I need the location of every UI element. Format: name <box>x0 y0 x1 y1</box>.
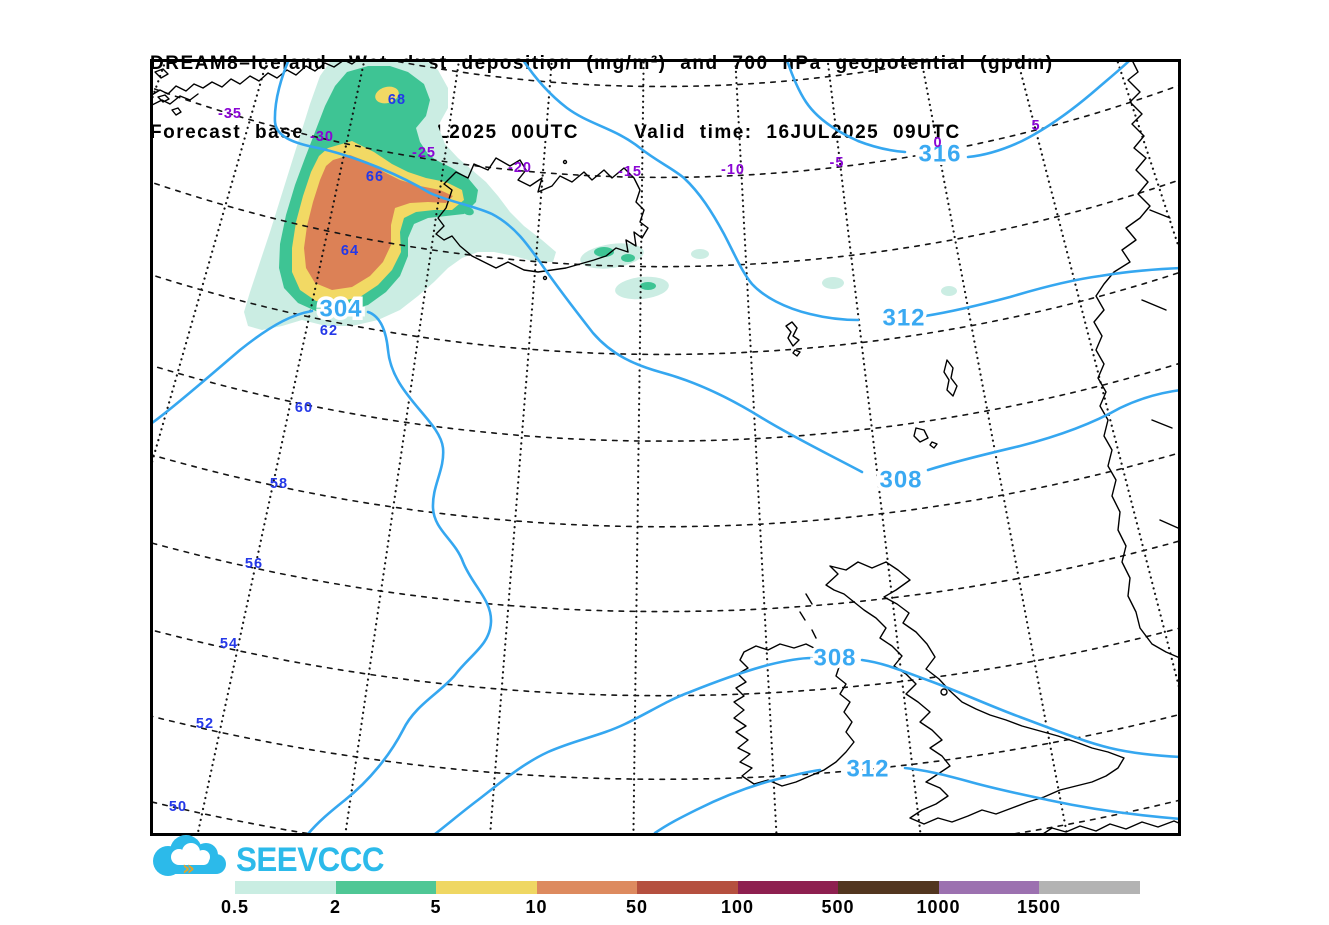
graticule-line <box>150 178 1181 268</box>
map-label: 312 <box>846 755 889 782</box>
greenland-coast-inner <box>150 93 199 107</box>
colorbar-segment <box>235 881 336 894</box>
colorbar-value: 100 <box>720 897 755 917</box>
graticule-line <box>826 59 922 836</box>
latitude-labels: 68 66 64 62 60 58 56 54 52 50 <box>169 92 406 815</box>
colorbar-segment <box>335 881 436 894</box>
map-label: -10 <box>721 162 745 178</box>
contour-value-labels: 304 312 316 308 308 312 <box>316 137 964 786</box>
graticule-line <box>920 59 1069 836</box>
colorbar-value: 10 <box>525 897 548 917</box>
graticule-line <box>150 626 1181 697</box>
map-label: 50 <box>169 799 187 815</box>
colorbar-segment <box>637 881 738 894</box>
map-frame <box>150 59 1181 836</box>
great-britain-coast <box>825 561 1125 825</box>
map-label: -30 <box>310 129 334 145</box>
contour-316 <box>785 59 1132 159</box>
longitude-labels: -35 -30 -25 -20 -15 -10 -5 0 5 <box>218 106 1040 180</box>
map-label: -5 <box>830 155 845 171</box>
shetland-islands <box>943 359 958 397</box>
colorbar-value: 1500 <box>1016 897 1062 917</box>
map-label: -25 <box>412 145 436 161</box>
colorbar-value: 50 <box>625 897 649 917</box>
geopotential-contours <box>150 59 1181 836</box>
contour-308-lower <box>433 656 1181 836</box>
ireland-coast <box>733 643 855 787</box>
graticule-line <box>150 83 1181 179</box>
colorbar-segment <box>536 881 637 894</box>
map-label: 54 <box>220 636 238 652</box>
colorbar-segment <box>938 881 1039 894</box>
forecast-map: 304 312 316 308 308 312 -35 -30 -25 -20 -15 -10 -5 0… <box>150 59 1181 836</box>
graticule-line <box>150 539 1181 613</box>
greenland-coast <box>150 59 360 97</box>
colorbar-segment <box>436 881 537 894</box>
map-label: 304 <box>319 295 362 322</box>
map-label: 66 <box>366 169 384 185</box>
island-dot <box>542 275 548 281</box>
colorbar-value: 0.5 <box>220 897 250 917</box>
colorbar-segment <box>737 881 838 894</box>
graticule-line <box>150 713 1181 781</box>
logo-text: SEEVCCC <box>236 841 385 879</box>
map-label: 68 <box>388 92 406 108</box>
orkney-islands <box>913 427 938 449</box>
map-canvas: 304 312 316 308 308 312 -35 -30 -25 -20 -15 -10 -5 0… <box>150 59 1181 836</box>
hebrides <box>799 593 817 639</box>
map-label: 52 <box>196 716 214 732</box>
colorbar-segment <box>1039 881 1140 894</box>
map-label: -15 <box>618 164 642 180</box>
contour-304 <box>150 309 493 836</box>
map-label: -35 <box>218 106 242 122</box>
contour-312-upper <box>521 59 1181 322</box>
contour-312-lower <box>653 766 1181 835</box>
channel-coast <box>1039 820 1181 836</box>
map-label: 0 <box>933 135 942 151</box>
map-label: 62 <box>320 323 338 339</box>
map-label: 58 <box>270 476 288 492</box>
map-label: 64 <box>341 243 359 259</box>
title-line1: DREAM8–Iceland: Wet dust deposition (mg/… <box>150 53 1054 74</box>
colorbar-value: 5 <box>430 897 442 917</box>
graticule-line <box>380 59 944 88</box>
graticule-line <box>150 362 1181 442</box>
norway-coast <box>1093 59 1181 659</box>
colorbar-segment <box>838 881 939 894</box>
map-label: 312 <box>882 304 925 331</box>
arrow-icon: » <box>182 856 195 880</box>
dust-plume-shading <box>244 59 957 330</box>
lat-lon-graticule <box>150 59 1181 836</box>
map-label: -20 <box>508 160 532 176</box>
seevccc-logo: » SEEVCCC <box>146 835 546 883</box>
map-label: 60 <box>295 400 313 416</box>
greenland-islet <box>154 68 182 116</box>
isle-of-man <box>940 688 948 696</box>
faroe-islands <box>785 321 801 357</box>
map-label: 308 <box>879 466 922 493</box>
iceland-coast <box>435 157 649 273</box>
map-label: 5 <box>1031 118 1040 134</box>
map-label: 316 <box>918 140 961 167</box>
cloud-logo-icon: » <box>153 835 226 880</box>
map-label: 56 <box>245 556 263 572</box>
map-label: 308 <box>813 644 856 671</box>
deposition-colorbar: 0.5 2 5 10 50 100 500 1000 1500 <box>221 881 1235 921</box>
norway-fjords <box>1141 209 1179 529</box>
contour-308-upper <box>273 59 1181 474</box>
colorbar-value: 2 <box>329 897 342 917</box>
colorbar-value: 500 <box>821 897 855 917</box>
coastlines <box>150 59 1181 836</box>
graticule-line <box>150 451 1181 528</box>
island-dot <box>562 159 568 165</box>
colorbar-value: 1000 <box>916 897 961 917</box>
